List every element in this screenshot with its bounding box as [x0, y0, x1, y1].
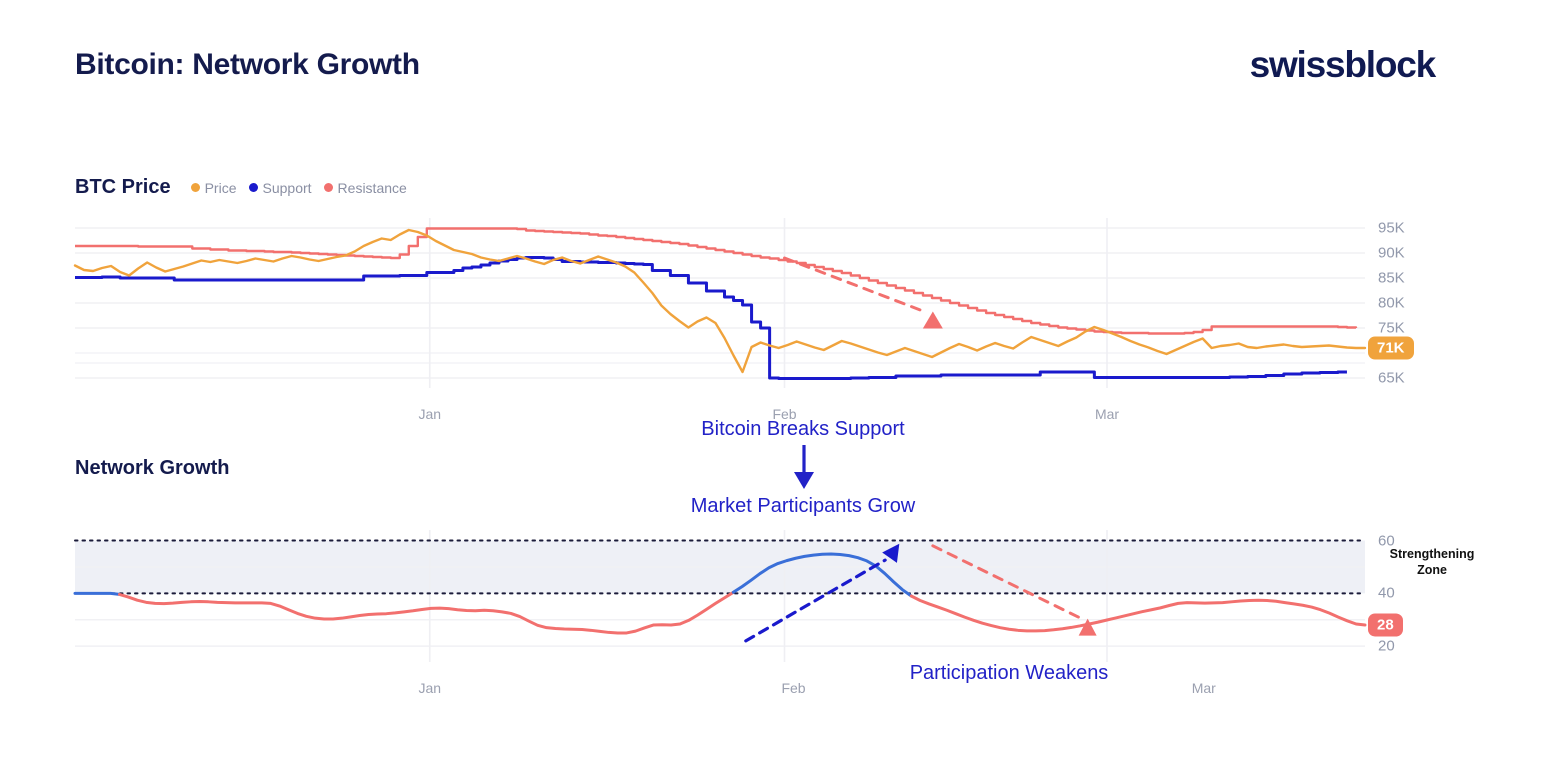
- down-arrow-icon: [794, 445, 814, 489]
- downtrend-arrow-marker: [1078, 618, 1097, 636]
- strengthening-zone-label: Strengthening Zone: [1372, 546, 1492, 579]
- price-line: [73, 228, 1367, 374]
- btc-price-legend: Price Support Resistance: [190, 179, 413, 196]
- downtrend-arrow-marker: [922, 311, 943, 329]
- annotation-participation-weakens: Participation Weakens: [909, 662, 1109, 684]
- zone-label-line2: Zone: [1417, 563, 1447, 578]
- downtrend-dashed-line: [931, 544, 1084, 621]
- btc-x-tick-mar: Mar: [1094, 406, 1120, 422]
- legend-label-price: Price: [204, 179, 237, 196]
- resistance-line: [75, 227, 1358, 335]
- btc-y-tick-95K: 95K: [1378, 219, 1405, 237]
- legend-label-resistance: Resistance: [337, 179, 407, 196]
- annotation-market-participants-grow: Market Participants Grow: [690, 495, 916, 517]
- support-line: [75, 256, 1347, 380]
- network-growth-title: Network Growth: [75, 457, 230, 479]
- btc-price-chart: [73, 218, 1367, 388]
- legend-dot-resistance: [323, 183, 333, 192]
- resistance-trend-dashed-line: [783, 256, 929, 314]
- btc-price-plot: [73, 218, 1367, 388]
- network-growth-line-segment-1: [117, 590, 735, 635]
- btc-y-tick-75K: 75K: [1378, 319, 1405, 337]
- annotation-bitcoin-breaks-support: Bitcoin Breaks Support: [701, 418, 905, 440]
- triangle-icon: [1078, 618, 1097, 636]
- ng-current-value-badge: 28: [1368, 613, 1403, 637]
- network-growth-line-segment-0: [73, 591, 121, 596]
- ng-y-tick-20: 20: [1378, 637, 1395, 655]
- network-growth-line-segment-3: [909, 594, 1367, 633]
- btc-y-tick-65K: 65K: [1378, 369, 1405, 387]
- legend-dot-price: [190, 183, 200, 192]
- brand-logo: swissblock: [1249, 44, 1437, 85]
- network-growth-section-header: Network Growth: [75, 457, 229, 480]
- triangle-icon: [882, 543, 900, 563]
- network-growth-line-segment-2: [731, 552, 913, 598]
- zone-label-line1: Strengthening: [1389, 547, 1475, 561]
- network-growth-chart: [73, 530, 1367, 662]
- btc-price-title: BTC Price: [75, 176, 171, 198]
- legend-dot-support: [248, 183, 258, 192]
- ng-x-tick-mar: Mar: [1191, 680, 1216, 696]
- btc-x-tick-jan: Jan: [418, 406, 442, 422]
- legend-item-resistance: Resistance: [323, 179, 407, 196]
- network-growth-plot: [73, 530, 1367, 662]
- uptrend-dashed-line: [744, 558, 887, 643]
- legend-label-support: Support: [262, 179, 312, 196]
- page-title: Bitcoin: Network Growth: [75, 48, 420, 81]
- triangle-icon: [922, 311, 943, 329]
- legend-item-price: Price: [190, 179, 237, 196]
- btc-current-price-badge: 71K: [1368, 336, 1414, 360]
- btc-y-tick-85K: 85K: [1378, 269, 1405, 287]
- uptrend-arrow-marker: [882, 543, 900, 563]
- btc-y-tick-90K: 90K: [1378, 244, 1405, 262]
- ng-y-tick-40: 40: [1378, 584, 1395, 602]
- ng-x-tick-feb: Feb: [781, 680, 806, 696]
- btc-x-tick-feb: Feb: [772, 406, 797, 422]
- legend-item-support: Support: [248, 179, 312, 196]
- ng-y-tick-60: 60: [1378, 532, 1395, 550]
- btc-price-section-header: BTC Price Price Support Resistance: [75, 176, 413, 199]
- btc-y-tick-80K: 80K: [1378, 294, 1405, 312]
- ng-x-tick-jan: Jan: [418, 680, 442, 696]
